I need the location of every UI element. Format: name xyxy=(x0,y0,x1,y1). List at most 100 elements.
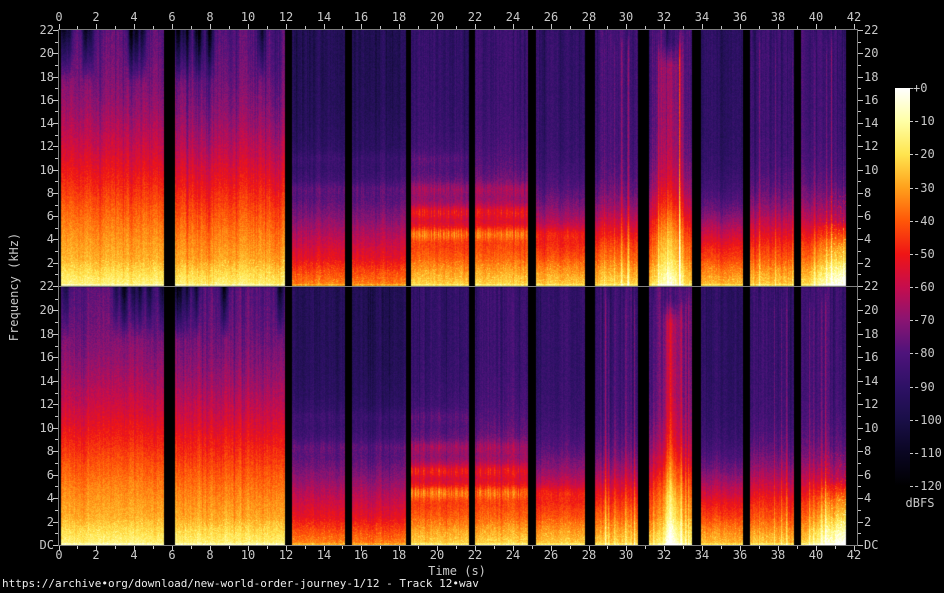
freq-tick-label: 18 xyxy=(39,327,54,341)
colorbar-tick xyxy=(910,453,913,454)
freq-tick-label: 16 xyxy=(39,93,54,107)
time-tick-label: 38 xyxy=(770,10,786,24)
freq-minor-tick xyxy=(858,439,861,440)
time-major-tick xyxy=(702,546,703,551)
freq-minor-tick xyxy=(858,251,861,252)
time-major-tick xyxy=(96,24,97,29)
freq-tick-label: 6 xyxy=(864,209,872,223)
freq-tick-label: 10 xyxy=(864,163,879,177)
freq-minor-tick xyxy=(55,181,58,182)
freq-minor-tick xyxy=(55,205,58,206)
freq-major-tick xyxy=(53,498,58,499)
time-tick-label: 34 xyxy=(694,548,710,562)
time-minor-tick xyxy=(115,26,116,29)
time-major-tick xyxy=(437,24,438,29)
colorbar-tick xyxy=(910,121,913,122)
title-url: https://archive•org/download/new-world-o… xyxy=(2,577,479,590)
freq-minor-tick xyxy=(55,158,58,159)
freq-major-tick xyxy=(858,475,863,476)
time-minor-tick xyxy=(835,546,836,549)
time-minor-tick xyxy=(267,546,268,549)
time-tick-label: 10 xyxy=(240,548,256,562)
freq-tick-label: 20 xyxy=(39,303,54,317)
freq-tick-label: 12 xyxy=(39,397,54,411)
freq-tick-label: 4 xyxy=(864,232,872,246)
freq-minor-tick xyxy=(55,274,58,275)
freq-minor-tick xyxy=(858,463,861,464)
freq-minor-tick xyxy=(55,533,58,534)
freq-major-tick xyxy=(858,545,863,546)
freq-minor-tick xyxy=(858,533,861,534)
freq-major-tick xyxy=(858,193,863,194)
colorbar-tick-label: +0 xyxy=(913,81,928,95)
time-tick-label: 14 xyxy=(316,10,332,24)
time-minor-tick xyxy=(532,546,533,549)
time-tick-label: 42 xyxy=(846,10,862,24)
time-tick-label: 8 xyxy=(206,548,214,562)
freq-major-tick xyxy=(858,170,863,171)
freq-tick-label: 20 xyxy=(39,46,54,60)
freq-minor-tick xyxy=(858,158,861,159)
time-major-tick xyxy=(778,24,779,29)
freq-minor-tick xyxy=(55,299,58,300)
freq-tick-label: 10 xyxy=(39,421,54,435)
colorbar-tick xyxy=(910,320,913,321)
time-major-tick xyxy=(286,24,287,29)
freq-major-tick xyxy=(53,146,58,147)
time-major-tick xyxy=(702,24,703,29)
freq-major-tick xyxy=(53,545,58,546)
time-major-tick xyxy=(589,546,590,551)
colorbar-tick-label: -10 xyxy=(913,114,935,128)
time-tick-label: 28 xyxy=(581,548,597,562)
time-major-tick xyxy=(589,24,590,29)
colorbar-tick xyxy=(910,287,913,288)
time-tick-label: 10 xyxy=(240,10,256,24)
freq-tick-label: 16 xyxy=(39,350,54,364)
time-major-tick xyxy=(778,546,779,551)
freq-major-tick xyxy=(53,30,58,31)
time-tick-label: 0 xyxy=(55,10,63,24)
freq-tick-label: 18 xyxy=(864,327,879,341)
freq-major-tick xyxy=(858,357,863,358)
time-tick-label: 34 xyxy=(694,10,710,24)
freq-minor-tick xyxy=(858,322,861,323)
freq-minor-tick xyxy=(55,416,58,417)
time-minor-tick xyxy=(305,26,306,29)
freq-major-tick xyxy=(858,53,863,54)
freq-major-tick xyxy=(53,404,58,405)
freq-minor-tick xyxy=(858,135,861,136)
time-tick-label: 32 xyxy=(656,10,672,24)
time-major-tick xyxy=(59,24,60,29)
time-minor-tick xyxy=(759,26,760,29)
freq-major-tick xyxy=(858,216,863,217)
freq-minor-tick xyxy=(55,463,58,464)
freq-major-tick xyxy=(53,381,58,382)
time-tick-label: 6 xyxy=(168,548,176,562)
time-minor-tick xyxy=(645,26,646,29)
colorbar-tick xyxy=(910,188,913,189)
time-major-tick xyxy=(96,546,97,551)
time-major-tick xyxy=(134,24,135,29)
freq-major-tick xyxy=(858,428,863,429)
time-tick-label: 28 xyxy=(581,10,597,24)
freq-minor-tick xyxy=(858,274,861,275)
freq-minor-tick xyxy=(55,88,58,89)
time-major-tick xyxy=(248,546,249,551)
freq-tick-label: 18 xyxy=(864,70,879,84)
freq-minor-tick xyxy=(858,346,861,347)
freq-tick-label: 22 xyxy=(39,279,54,293)
time-major-tick xyxy=(513,24,514,29)
freq-tick-label: 10 xyxy=(39,163,54,177)
plot-frame-bottom xyxy=(58,545,858,546)
time-major-tick xyxy=(475,546,476,551)
freq-tick-label: 14 xyxy=(39,116,54,130)
time-minor-tick xyxy=(77,26,78,29)
time-minor-tick xyxy=(191,546,192,549)
freq-major-tick xyxy=(858,239,863,240)
freq-minor-tick xyxy=(858,416,861,417)
freq-major-tick xyxy=(858,334,863,335)
time-minor-tick xyxy=(607,26,608,29)
time-tick-label: 16 xyxy=(353,10,369,24)
time-tick-label: 42 xyxy=(846,548,862,562)
freq-minor-tick xyxy=(55,346,58,347)
